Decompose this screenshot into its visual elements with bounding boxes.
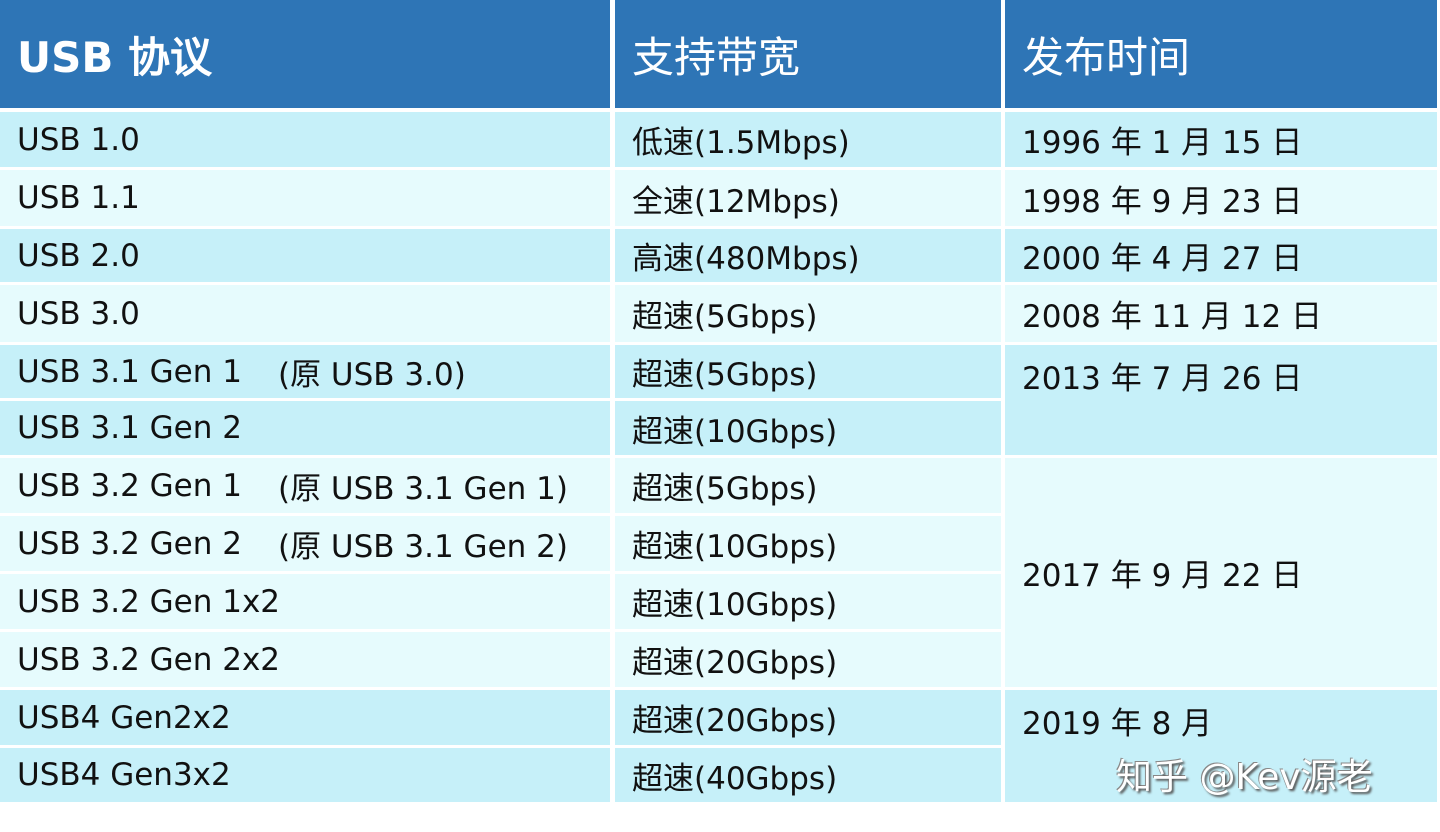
cell-bandwidth: 低速(1.5Mbps) [615, 112, 1001, 167]
protocol-note: (原 USB 3.0) [277, 357, 466, 393]
cell-date-merged: 2017 年 9 月 22 日 [1005, 458, 1437, 687]
watermark: 知乎 @Kev源老 [1116, 757, 1373, 798]
cell-bandwidth: 超速(5Gbps) [615, 345, 1001, 398]
cell-protocol: USB 3.2 Gen 1x2 [0, 574, 610, 629]
cell-bandwidth: 超速(5Gbps) [615, 285, 1001, 342]
cell-date: 1998 年 9 月 23 日 [1005, 170, 1437, 226]
header-protocol: USB 协议 [0, 0, 610, 108]
cell-date: 1996 年 1 月 15 日 [1005, 112, 1437, 167]
cell-bandwidth: 超速(40Gbps) [615, 748, 1001, 802]
header-release-date: 发布时间 [1005, 0, 1437, 108]
cell-date: 2000 年 4 月 27 日 [1005, 229, 1437, 282]
cell-protocol: USB 3.2 Gen 2 (原 USB 3.1 Gen 2) [0, 516, 610, 571]
cell-protocol: USB4 Gen3x2 [0, 748, 610, 802]
cell-protocol: USB 3.1 Gen 2 [0, 401, 610, 455]
cell-bandwidth: 全速(12Mbps) [615, 170, 1001, 226]
cell-bandwidth: 高速(480Mbps) [615, 229, 1001, 282]
cell-protocol: USB 1.0 [0, 112, 610, 167]
cell-bandwidth: 超速(5Gbps) [615, 458, 1001, 513]
protocol-note: (原 USB 3.1 Gen 2) [277, 529, 568, 565]
header-bandwidth: 支持带宽 [615, 0, 1001, 108]
cell-protocol: USB 3.2 Gen 2x2 [0, 632, 610, 687]
cell-bandwidth: 超速(20Gbps) [615, 632, 1001, 687]
cell-protocol: USB 3.2 Gen 1 (原 USB 3.1 Gen 1) [0, 458, 610, 513]
cell-date-merged: 2019 年 8 月 [1005, 690, 1437, 802]
cell-protocol: USB 3.0 [0, 285, 610, 342]
protocol-note: (原 USB 3.1 Gen 1) [277, 471, 568, 507]
cell-protocol: USB 1.1 [0, 170, 610, 226]
cell-date-merged: 2013 年 7 月 26 日 [1005, 345, 1437, 455]
cell-bandwidth: 超速(10Gbps) [615, 574, 1001, 629]
cell-protocol: USB4 Gen2x2 [0, 690, 610, 745]
cell-protocol: USB 3.1 Gen 1 (原 USB 3.0) [0, 345, 610, 398]
cell-bandwidth: 超速(10Gbps) [615, 516, 1001, 571]
cell-protocol: USB 2.0 [0, 229, 610, 282]
cell-bandwidth: 超速(10Gbps) [615, 401, 1001, 455]
cell-bandwidth: 超速(20Gbps) [615, 690, 1001, 745]
cell-date: 2008 年 11 月 12 日 [1005, 285, 1437, 342]
